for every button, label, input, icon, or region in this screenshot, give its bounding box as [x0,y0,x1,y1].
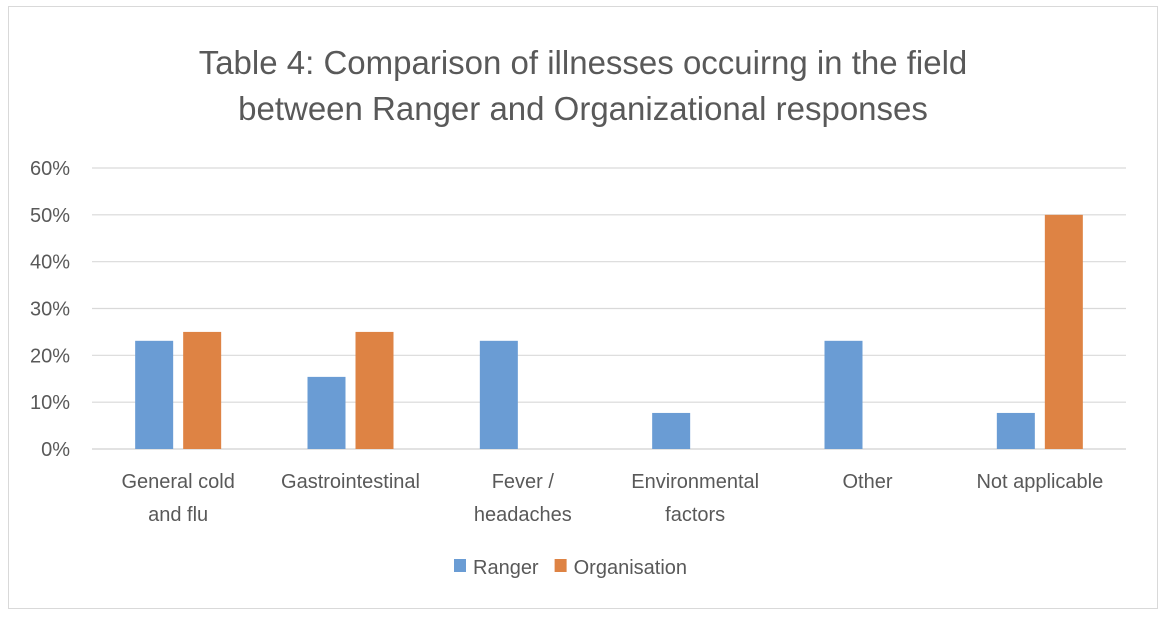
bar-ranger [996,412,1035,449]
x-tick-label: General cold [121,471,234,493]
chart-frame [8,6,1158,609]
bar-ranger [307,376,346,449]
y-tick-label: 10% [30,392,70,414]
x-tick-label: and flu [148,504,208,526]
x-tick-label: Fever / [492,471,555,493]
x-tick-label: factors [665,504,725,526]
legend-swatch-ranger [454,559,466,572]
bar-organisation [1044,214,1083,449]
bar-organisation [183,331,222,449]
bar-ranger [135,340,174,449]
y-tick-label: 40% [30,252,70,274]
bar-ranger [824,340,863,449]
bar-ranger [652,412,691,449]
y-tick-label: 0% [41,439,70,461]
chart-title: Table 4: Comparison of illnesses occuirn… [0,40,1166,132]
y-tick-label: 50% [30,205,70,227]
x-tick-label: headaches [474,504,572,526]
bar-organisation [355,331,394,449]
chart-title-line-2: between Ranger and Organizational respon… [238,90,928,127]
x-tick-label: Not applicable [976,471,1103,493]
y-tick-label: 30% [30,299,70,321]
x-tick-label: Gastrointestinal [281,471,420,493]
chart-title-line-1: Table 4: Comparison of illnesses occuirn… [198,44,968,81]
bar-ranger [479,340,518,449]
y-tick-label: 20% [30,345,70,367]
y-tick-label: 60% [30,158,70,180]
legend-swatch-organisation [554,559,567,572]
x-tick-label: Other [842,471,892,493]
legend-label-ranger: Ranger [473,557,539,579]
x-tick-label: Environmental [631,471,759,493]
legend-label-organisation: Organisation [574,557,687,579]
